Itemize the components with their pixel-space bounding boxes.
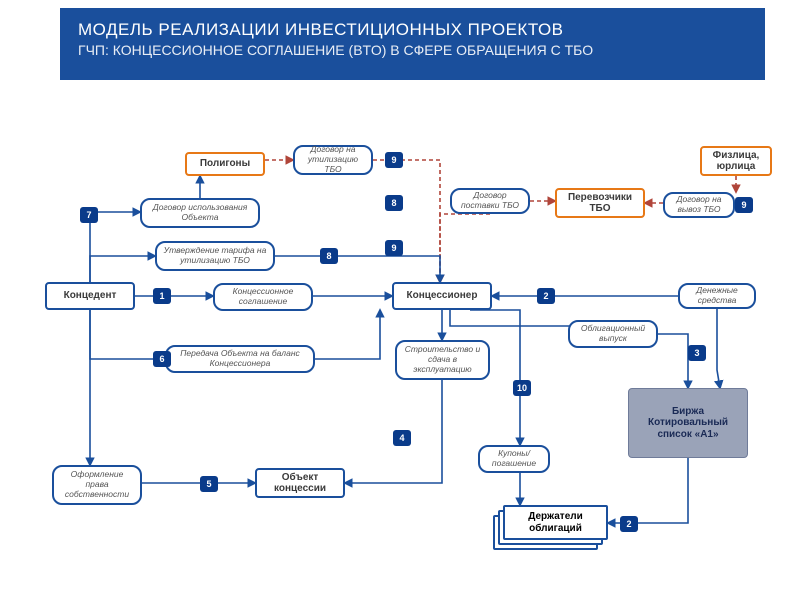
node-objekt: Объект концессии: [255, 468, 345, 498]
step-badge-8: 8: [320, 248, 338, 264]
node-oformlenie: Оформление права собственности: [52, 465, 142, 505]
node-koncsogl: Концессионное соглашение: [213, 283, 313, 311]
node-derzhateli: Держатели облигаций: [503, 505, 620, 552]
step-badge-2: 2: [620, 516, 638, 532]
step-badge-8: 8: [385, 195, 403, 211]
step-badge-7: 7: [80, 207, 98, 223]
node-dogpost: Договор поставки ТБО: [450, 188, 530, 214]
node-stroysdacha: Строительство и сдача в эксплуатацию: [395, 340, 490, 380]
slide-header: МОДЕЛЬ РЕАЛИЗАЦИИ ИНВЕСТИЦИОННЫХ ПРОЕКТО…: [60, 8, 765, 80]
node-dogisp: Договор использования Объекта: [140, 198, 260, 228]
node-perevozchiki: Перевозчики ТБО: [555, 188, 645, 218]
edge-peredacha-koncessioner: [315, 310, 380, 359]
edge-oblvyp-birzha: [658, 334, 688, 388]
edge-denezh-birzha: [717, 309, 720, 388]
header-line-1: МОДЕЛЬ РЕАЛИЗАЦИИ ИНВЕСТИЦИОННЫХ ПРОЕКТО…: [78, 20, 747, 40]
step-badge-10: 10: [513, 380, 531, 396]
step-badge-9: 9: [385, 152, 403, 168]
node-tarif: Утверждение тарифа на утилизацию ТБО: [155, 241, 275, 271]
step-badge-5: 5: [200, 476, 218, 492]
step-badge-3: 3: [688, 345, 706, 361]
step-badge-4: 4: [393, 430, 411, 446]
node-birzha: Биржа Котировальный список «А1»: [628, 388, 748, 458]
edge-dogpost-koncessioner: [440, 214, 490, 282]
diagram-canvas: МОДЕЛЬ РЕАЛИЗАЦИИ ИНВЕСТИЦИОННЫХ ПРОЕКТО…: [0, 0, 800, 600]
node-utiliz: Договор на утилизацию ТБО: [293, 145, 373, 175]
node-poligony: Полигоны: [185, 152, 265, 176]
edge-birzha-derzhateli: [608, 458, 688, 523]
node-denezh: Денежные средства: [678, 283, 756, 309]
node-peredacha: Передача Объекта на баланс Концессионера: [165, 345, 315, 373]
node-koncedent: Концедент: [45, 282, 135, 310]
node-oblvyp: Облигационный выпуск: [568, 320, 658, 348]
step-badge-6: 6: [153, 351, 171, 367]
node-koncessioner: Концессионер: [392, 282, 492, 310]
node-fizlica: Физлица, юрлица: [700, 146, 772, 176]
step-badge-1: 1: [153, 288, 171, 304]
step-badge-9: 9: [385, 240, 403, 256]
edge-tarif-koncessioner: [275, 256, 440, 282]
step-badge-9: 9: [735, 197, 753, 213]
step-badge-2: 2: [537, 288, 555, 304]
edge-koncedent-tarif: [90, 256, 155, 282]
node-dogvyvoz: Договор на вывоз ТБО: [663, 192, 735, 218]
edge-koncedent-dogisp: [90, 212, 140, 282]
header-line-2: ГЧП: КОНЦЕССИОННОЕ СОГЛАШЕНИЕ (BTO) В СФ…: [78, 42, 747, 58]
edge-utiliz-koncessioner: [373, 160, 440, 282]
node-kupony: Купоны/ погашение: [478, 445, 550, 473]
